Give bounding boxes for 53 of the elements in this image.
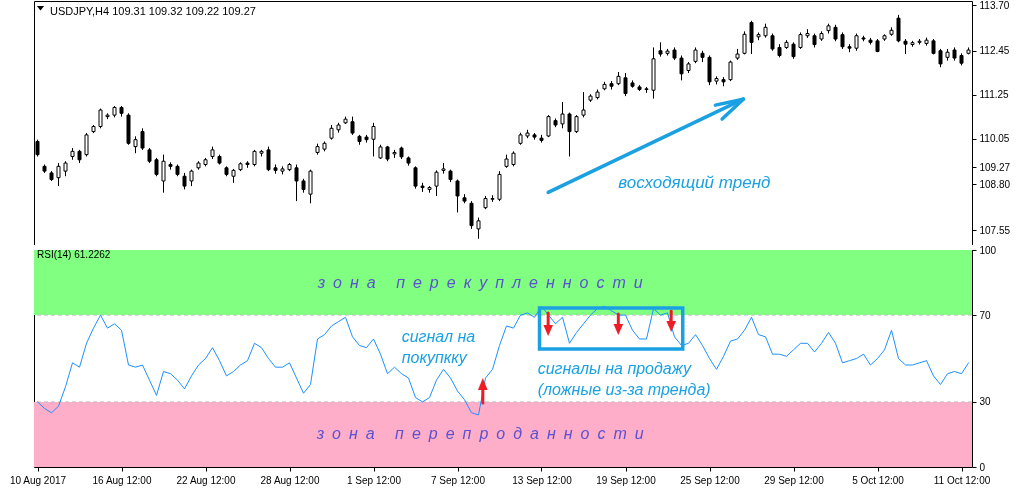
x-tick-label: 16 Aug 12:00: [92, 474, 152, 486]
chart-title: RSI(14) 61.2262: [37, 249, 111, 260]
annotation: сигнал на покупкку: [401, 327, 476, 366]
candlestick: [623, 72, 628, 97]
x-tick-label: 5 Oct 12:00: [852, 474, 905, 486]
y-tick-label: 30: [979, 396, 992, 408]
candlestick: [56, 162, 61, 187]
x-tick-label: 10 Aug 2017: [9, 474, 67, 486]
candlestick: [749, 20, 754, 55]
candlestick: [434, 169, 439, 197]
y-tick-label: 0: [979, 461, 986, 473]
candlestick: [469, 200, 474, 230]
candlestick: [308, 169, 313, 204]
x-tick-label: 1 Sep 12:00: [347, 474, 402, 486]
candlestick: [266, 146, 271, 172]
candlestick: [413, 165, 418, 190]
x-tick-label: 19 Sep 12:00: [596, 474, 657, 486]
candlestick: [476, 217, 481, 240]
annotation: сигналы на продажу (ложные из-за тренда): [537, 360, 711, 399]
candlestick: [938, 48, 943, 68]
y-tick-label: 100: [979, 244, 997, 256]
annotation: восходящий тренд: [618, 173, 771, 193]
candlestick: [371, 122, 376, 157]
candlestick: [350, 116, 355, 136]
x-tick-label: 29 Sep 12:00: [764, 474, 825, 486]
x-tick-label: 25 Sep 12:00: [680, 474, 741, 486]
candlestick: [455, 179, 460, 213]
candlestick: [294, 164, 299, 202]
y-tick-label: 107.55: [979, 224, 1011, 236]
x-tick-label: 11 Oct 12:00: [933, 474, 991, 486]
band-label: зона перепроданности: [315, 425, 652, 443]
x-tick-label: 22 Aug 12:00: [176, 474, 236, 486]
band-label: зона перекупленности: [316, 273, 651, 291]
x-tick-label: 7 Sep 12:00: [431, 474, 486, 486]
candlestick: [581, 91, 586, 118]
x-tick-label: 28 Aug 12:00: [260, 474, 320, 486]
candlestick: [567, 112, 572, 157]
candlestick: [140, 127, 145, 151]
y-tick-label: 70: [979, 309, 992, 321]
candlestick: [896, 14, 901, 43]
candlestick: [560, 101, 565, 129]
y-tick-label: 111.25: [979, 89, 1010, 101]
y-tick-label: 112.45: [979, 45, 1010, 57]
candlestick: [84, 132, 89, 157]
y-tick-label: 109.27: [979, 161, 1011, 173]
candlestick: [154, 157, 159, 177]
chart-title: USDJPY,H4 109.31 109.32 109.22 109.27: [50, 5, 256, 18]
y-tick-label: 110.05: [979, 133, 1010, 145]
y-tick-label: 108.80: [979, 178, 1011, 190]
x-tick-label: 13 Sep 12:00: [512, 474, 573, 486]
candlestick: [679, 55, 684, 81]
candlestick: [161, 154, 166, 194]
y-tick-label: 113.70: [979, 0, 1010, 11]
